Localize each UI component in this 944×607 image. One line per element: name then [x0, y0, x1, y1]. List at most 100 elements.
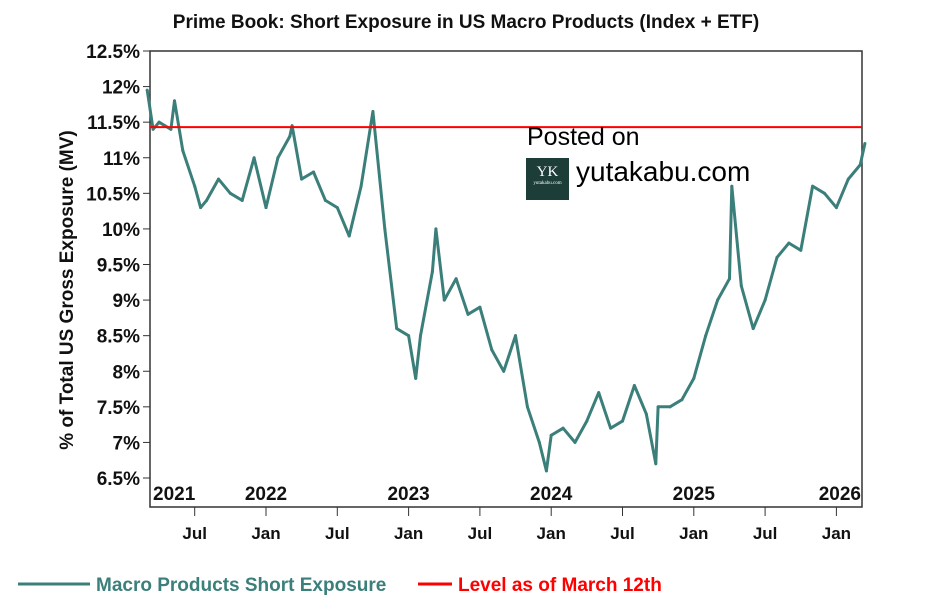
data-point [300, 177, 304, 181]
data-point [799, 248, 803, 252]
data-point [169, 127, 173, 131]
month-label: Jan [251, 524, 280, 543]
data-point [644, 412, 648, 416]
legend: Macro Products Short Exposure Level as o… [18, 575, 662, 596]
data-point [787, 241, 791, 245]
data-point [834, 206, 838, 210]
y-tick-label: 9.5% [97, 256, 140, 277]
month-label: Jan [679, 524, 708, 543]
data-point [573, 440, 577, 444]
data-point [172, 99, 176, 103]
data-point [151, 127, 155, 131]
year-label: 2024 [530, 484, 573, 505]
data-point [525, 405, 529, 409]
data-point [490, 348, 494, 352]
data-point [514, 334, 518, 338]
data-point [323, 198, 327, 202]
data-point [597, 391, 601, 395]
series-layer [145, 88, 867, 473]
data-point [347, 234, 351, 238]
data-point [395, 327, 399, 331]
data-point [730, 184, 734, 188]
logo-sub: yutakabu.com [533, 181, 562, 186]
data-point [846, 177, 850, 181]
month-label: Jul [325, 524, 350, 543]
data-point [585, 419, 589, 423]
data-point [418, 334, 422, 338]
yutakabu-logo: YK yutakabu.com [526, 158, 569, 200]
data-point [442, 298, 446, 302]
y-tick-label: 8% [113, 362, 141, 383]
x-axis: 2021 2022 2023 2024 2025 2026 Jul Jan Jul Jan Jul J… [153, 484, 861, 543]
y-tick-label: 11% [103, 149, 140, 170]
y-tick-label: 7% [113, 433, 141, 454]
data-point [228, 191, 232, 195]
month-label: Jul [610, 524, 635, 543]
data-point [811, 184, 815, 188]
month-label: Jul [182, 524, 207, 543]
data-point [544, 469, 548, 473]
plot-frame [149, 50, 863, 508]
data-point [181, 149, 185, 153]
data-point [751, 327, 755, 331]
month-label: Jul [468, 524, 493, 543]
y-tick-label: 10.5% [86, 184, 140, 205]
year-label: 2022 [245, 484, 287, 505]
data-point [716, 298, 720, 302]
year-label: 2026 [819, 484, 861, 505]
legend-label-level: Level as of March 12th [458, 575, 662, 596]
y-tick-label: 9% [113, 291, 141, 312]
data-point [157, 120, 161, 124]
data-point [454, 277, 458, 281]
y-tick-label: 7.5% [97, 398, 140, 419]
data-point [609, 426, 613, 430]
year-label: 2021 [153, 484, 196, 505]
data-point [823, 191, 827, 195]
data-point [371, 109, 375, 113]
data-point [312, 170, 316, 174]
y-axis: 12.5% 12% 11.5% 11% 10.5% 10% 9.5% 9% 8.5% 8% 7.5%… [86, 42, 150, 490]
data-point [656, 405, 660, 409]
data-point [434, 227, 438, 231]
data-point [193, 184, 197, 188]
data-point [680, 398, 684, 402]
data-point [668, 405, 672, 409]
data-point [632, 383, 636, 387]
data-point [537, 440, 541, 444]
year-label: 2025 [673, 484, 716, 505]
year-label: 2023 [387, 484, 429, 505]
data-point [775, 255, 779, 259]
data-point [654, 462, 658, 466]
data-point [240, 198, 244, 202]
data-point [205, 198, 209, 202]
legend-label-macro: Macro Products Short Exposure [96, 575, 386, 596]
data-point [763, 298, 767, 302]
data-point [739, 284, 743, 288]
data-point [858, 163, 862, 167]
data-point [863, 142, 867, 146]
y-tick-label: 6.5% [97, 469, 140, 490]
month-label: Jan [537, 524, 566, 543]
data-point [383, 227, 387, 231]
data-point [692, 376, 696, 380]
data-point [407, 334, 411, 338]
y-tick-label: 12% [102, 78, 140, 99]
macro-short-exposure-line [145, 89, 867, 473]
month-label: Jul [753, 524, 778, 543]
data-point [727, 277, 731, 281]
data-point [359, 184, 363, 188]
data-point [502, 369, 506, 373]
data-point [704, 334, 708, 338]
watermark-posted-on: Posted on [527, 123, 640, 151]
chart-title: Prime Book: Short Exposure in US Macro P… [173, 12, 759, 33]
data-point [414, 376, 418, 380]
data-point [216, 177, 220, 181]
y-tick-label: 11.5% [87, 113, 140, 134]
y-axis-label: % of Total US Gross Exposure (MV) [57, 130, 78, 450]
data-point [276, 156, 280, 160]
y-tick-label: 12.5% [86, 42, 140, 63]
data-point [430, 270, 434, 274]
y-tick-label: 8.5% [97, 327, 140, 348]
data-point [335, 206, 339, 210]
